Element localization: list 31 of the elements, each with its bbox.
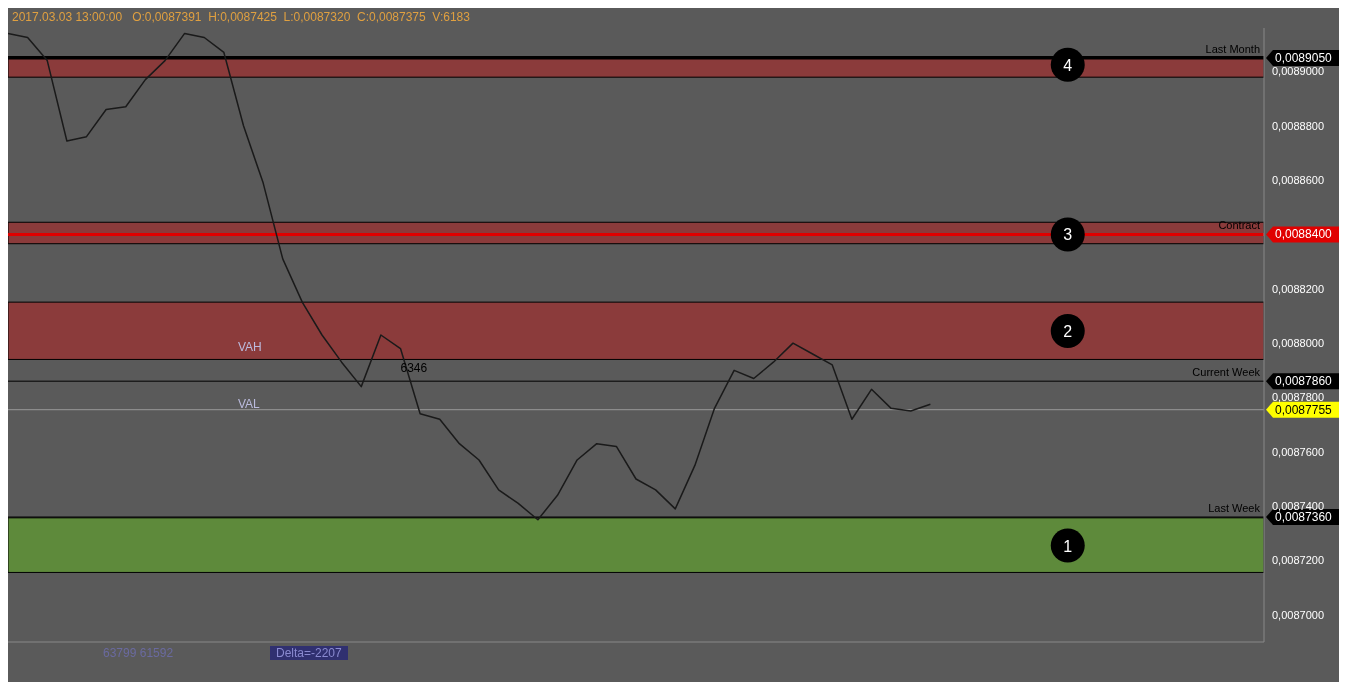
ref-line-label: Last Week xyxy=(1208,502,1261,515)
ref-line-label: Last Month xyxy=(1205,42,1260,55)
text: Delta=-2207 xyxy=(270,646,348,660)
annotation: VAL xyxy=(238,397,260,411)
y-tick-label: 0,0089000 xyxy=(1272,65,1324,78)
y-tick-label: 0,0087200 xyxy=(1272,554,1324,567)
y-tick-label: 0,0087000 xyxy=(1272,608,1324,621)
text: 63799 61592 xyxy=(103,646,174,660)
text: 0,0087860 xyxy=(1275,374,1333,389)
ref-line-label: Contract xyxy=(1218,219,1260,232)
text: 0,0088400 xyxy=(1275,227,1333,242)
annotation: VAH xyxy=(238,340,262,354)
annotation: 1 xyxy=(1063,537,1073,555)
annotation: 3 xyxy=(1063,226,1073,244)
text: 0,0089050 xyxy=(1275,50,1333,65)
y-tick-label: 0,0087600 xyxy=(1272,445,1324,458)
text: 0,0087360 xyxy=(1275,510,1333,525)
y-tick-label: 0,0088200 xyxy=(1272,282,1324,295)
annotation: 6346 xyxy=(400,361,428,376)
y-tick-label: 0,0087400 xyxy=(1272,500,1324,513)
y-tick-label: 0,0088800 xyxy=(1272,119,1324,132)
chart-title: 2017.03.03 13:00:00 xyxy=(12,10,123,24)
annotation: 2 xyxy=(1063,322,1073,340)
y-tick-label: 0,0088600 xyxy=(1272,174,1324,187)
text: 0,0087755 xyxy=(1275,402,1333,417)
ref-line-label: Current Week xyxy=(1192,366,1261,379)
y-tick-label: 0,0088000 xyxy=(1272,337,1324,350)
y-tick-label: 0,0087800 xyxy=(1272,391,1324,404)
line-series xyxy=(8,32,932,521)
chart-subtitle: O:0,0087391 H:0,0087425 L:0,0087320 C:0,0087375 V:6183 xyxy=(132,10,470,24)
annotation: 4 xyxy=(1063,56,1073,74)
